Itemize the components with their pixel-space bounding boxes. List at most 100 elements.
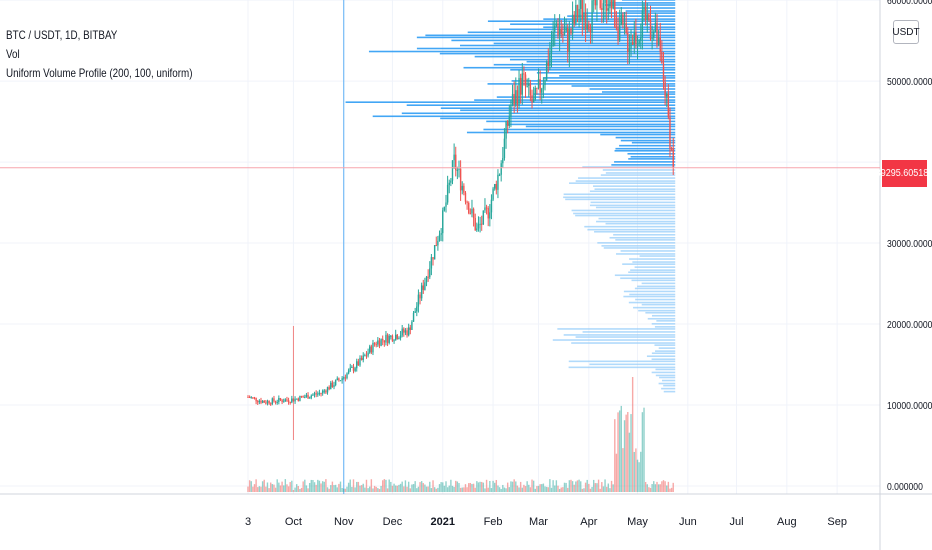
volume-bar [532, 480, 535, 492]
candle-body [278, 398, 280, 403]
candle-body [266, 400, 269, 404]
candle-body [440, 233, 442, 235]
price-tick-label: 30000.000000 [887, 238, 932, 250]
volume-bar [602, 486, 605, 492]
volume-profile-bar [589, 190, 676, 193]
candle-body [339, 380, 342, 382]
candle-body [571, 14, 574, 34]
volume-bar [304, 479, 306, 492]
candle-body [493, 183, 496, 189]
candle-body [614, 0, 616, 27]
volume-bar [464, 484, 467, 492]
volume-bar [586, 479, 588, 492]
volume-bar [430, 488, 433, 492]
candle-body [343, 377, 345, 379]
symbol-title[interactable]: BTC / USDT, 1D, BITBAY [6, 28, 118, 42]
volume-bar [359, 485, 361, 492]
candle-body [456, 169, 459, 171]
volume-profile-bar [616, 253, 676, 255]
candle-body [627, 32, 629, 52]
candle-body [320, 392, 322, 394]
volume-profile-bar [605, 222, 676, 225]
volume-bar [419, 482, 421, 492]
candle-body [661, 51, 663, 64]
candle-body [524, 74, 527, 87]
candle-body [518, 77, 520, 105]
volume-bar [344, 488, 347, 492]
volume-profile-bar [661, 387, 676, 390]
volume-profile-bar [611, 164, 676, 166]
volume-bar [510, 481, 512, 492]
volume-bar [292, 490, 295, 492]
candle-body [412, 312, 415, 322]
volume-bar [565, 482, 567, 492]
candle-body [664, 82, 666, 97]
candle-body [287, 400, 290, 403]
candle-body [328, 387, 330, 390]
candle-body [511, 93, 514, 106]
volume-bar [261, 481, 264, 492]
volume-profile-indicator-title[interactable]: Uniform Volume Profile (200, 100, unifor… [6, 66, 193, 80]
candle-body [276, 402, 278, 404]
volume-bar [291, 480, 293, 492]
candle-body [662, 63, 665, 83]
candle-body [670, 148, 673, 150]
volume-bar [268, 488, 270, 492]
volume-bar [487, 487, 489, 492]
candle-body [369, 346, 371, 353]
currency-unit-button[interactable]: USDT [892, 20, 920, 44]
volume-bar [498, 487, 501, 492]
volume-bar [313, 482, 316, 492]
volume-profile-bar [589, 88, 676, 90]
volume-bar [541, 484, 543, 492]
candle-body [281, 400, 283, 403]
candle-body [373, 342, 376, 345]
volume-bar [489, 480, 491, 492]
candle-body [591, 0, 593, 33]
candle-body [508, 116, 511, 126]
volume-bar [281, 481, 283, 492]
candle-body [576, 4, 579, 18]
candle-body [463, 185, 465, 193]
volume-bar [631, 377, 634, 492]
volume-bar [604, 479, 606, 492]
volume-profile-bar [401, 112, 676, 115]
candle-body [474, 218, 476, 231]
volume-profile-bar [569, 182, 676, 184]
volume-bar [463, 487, 465, 492]
time-tick-label: 2021 [431, 516, 455, 528]
candle-body [271, 398, 274, 404]
candle-body [252, 397, 254, 399]
chart-legend: BTC / USDT, 1D, BITBAY Vol Uniform Volum… [6, 26, 192, 83]
volume-bar [432, 480, 434, 492]
candle-body [620, 14, 622, 26]
volume-profile-bar [474, 55, 676, 58]
volume-profile-bar [628, 158, 676, 160]
volume-profile-bar [651, 352, 676, 355]
candle-body [257, 401, 259, 403]
candle-body [666, 93, 668, 97]
candle-body [430, 257, 433, 269]
volume-bar [390, 481, 392, 492]
volume-profile-bar [638, 309, 676, 312]
volume-bar [300, 487, 303, 492]
volume-indicator-title[interactable]: Vol [6, 47, 20, 61]
last-price-label: 39295.605183 [876, 160, 932, 187]
candle-body [453, 154, 455, 161]
candle-body [586, 24, 588, 30]
volume-bar [323, 481, 325, 492]
candle-body [286, 399, 288, 401]
volume-bar [373, 485, 376, 492]
candle-body [359, 357, 361, 366]
volume-profile-bar [563, 193, 676, 196]
candle-body [529, 83, 532, 96]
volume-bar [271, 484, 274, 492]
volume-bar [534, 488, 536, 492]
volume-profile-bar [486, 120, 676, 123]
volume-bar [341, 487, 343, 492]
volume-profile-bar [563, 196, 676, 199]
volume-profile-bar [623, 290, 676, 293]
candle-body [419, 294, 421, 299]
candle-body [313, 393, 316, 395]
